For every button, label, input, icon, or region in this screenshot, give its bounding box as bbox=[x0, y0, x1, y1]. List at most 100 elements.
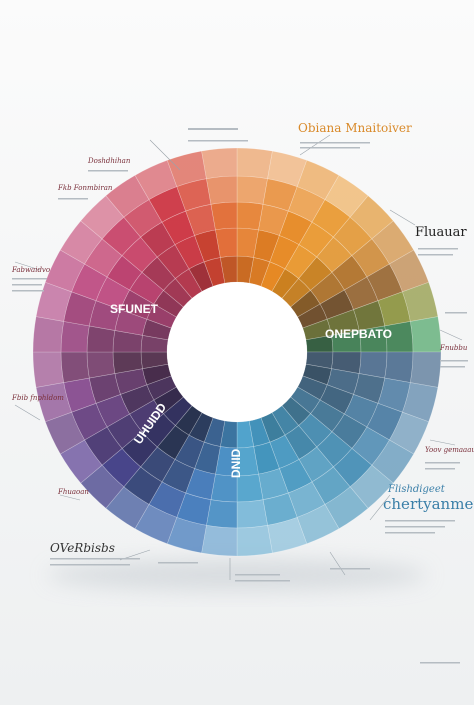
ring-segment bbox=[60, 321, 90, 353]
ring-segment bbox=[201, 147, 238, 180]
ring-segment bbox=[287, 186, 326, 223]
ring-segment bbox=[409, 316, 442, 353]
ring-segment bbox=[176, 178, 212, 212]
callout-heading: Fhuaoan bbox=[57, 488, 89, 496]
ring-segment bbox=[236, 499, 268, 529]
ring-segment bbox=[353, 373, 386, 404]
ring-segment bbox=[253, 229, 280, 263]
callout-heading: Doshdhihan bbox=[87, 157, 131, 165]
ring-segment bbox=[120, 289, 155, 320]
ring-segment bbox=[80, 195, 125, 240]
ring-segment bbox=[326, 368, 360, 395]
ring-segment bbox=[236, 175, 268, 205]
ring-segment bbox=[95, 276, 131, 310]
ring-segment bbox=[384, 351, 414, 383]
ring-segment bbox=[194, 441, 221, 475]
ring-segment bbox=[176, 492, 212, 526]
ring-segment bbox=[84, 238, 123, 278]
ring-segment bbox=[236, 201, 264, 231]
ring-segment bbox=[236, 524, 273, 557]
ring-segment bbox=[60, 351, 90, 383]
ring-segment bbox=[298, 446, 334, 483]
donut-hole bbox=[167, 282, 307, 422]
ring-segment bbox=[129, 399, 164, 433]
ring-segment bbox=[185, 468, 216, 501]
ring-segment bbox=[258, 468, 289, 501]
ring-segment bbox=[236, 147, 273, 180]
ring-segment bbox=[134, 504, 178, 545]
ring-segment bbox=[331, 413, 368, 449]
ring-segment bbox=[262, 178, 298, 212]
ring-segment bbox=[174, 235, 205, 270]
ring-segment bbox=[44, 249, 85, 293]
ring-segment bbox=[236, 227, 259, 258]
ring-segment bbox=[106, 413, 143, 449]
ring-segment bbox=[298, 221, 334, 258]
ring-segment bbox=[296, 504, 340, 545]
ring-segment bbox=[120, 384, 155, 415]
ring-segment bbox=[284, 425, 318, 460]
ring-segment bbox=[206, 175, 238, 205]
ring-segment bbox=[402, 281, 439, 322]
ring-segment bbox=[371, 220, 415, 265]
callout-heading: OVeRbisbs bbox=[50, 541, 115, 555]
ring-segment bbox=[358, 351, 388, 379]
ring-segment bbox=[86, 325, 116, 353]
ring-segment bbox=[88, 300, 121, 331]
callout-heading: Fnubbu bbox=[439, 344, 468, 352]
title: Obiana Mnaitoiver bbox=[298, 121, 412, 135]
ring-segment bbox=[324, 486, 369, 530]
ring-segment bbox=[351, 426, 390, 466]
leader-lines bbox=[14, 134, 463, 580]
ring-segment bbox=[105, 174, 150, 218]
ring-segment bbox=[185, 203, 216, 236]
ring-segment bbox=[353, 300, 386, 331]
ring-segment bbox=[106, 255, 143, 291]
ring-segment bbox=[201, 524, 238, 557]
ring-segment bbox=[298, 256, 333, 291]
ring-segment bbox=[32, 351, 65, 388]
ring-segment bbox=[148, 481, 187, 518]
ring-segment bbox=[88, 373, 121, 404]
ring-segment bbox=[71, 263, 108, 302]
ring-segment bbox=[174, 434, 205, 469]
ring-segment bbox=[166, 150, 207, 187]
callout-heading: chertyanmen bbox=[383, 495, 474, 513]
ring-segment bbox=[279, 210, 313, 246]
ring-segment bbox=[389, 411, 430, 455]
ring-segment bbox=[44, 411, 85, 455]
ring-segment bbox=[156, 244, 190, 279]
ring-segment bbox=[319, 384, 354, 415]
ring-segment bbox=[258, 203, 289, 236]
ring-segment bbox=[269, 434, 300, 469]
ring-segment bbox=[114, 309, 148, 336]
callout-heading: Fluauar bbox=[415, 225, 467, 240]
ring-segment bbox=[310, 271, 345, 305]
ring-segment bbox=[210, 473, 238, 503]
ring-segment bbox=[296, 159, 340, 200]
ring-segment bbox=[112, 330, 143, 353]
ring-label: DNID bbox=[229, 448, 243, 478]
ring-segment bbox=[267, 517, 308, 554]
callout-heading: Fabwaidvo bbox=[11, 266, 50, 274]
callout-heading: Fbib fnphldom bbox=[11, 394, 64, 402]
ring-segment bbox=[63, 291, 97, 327]
ring-segment bbox=[215, 446, 238, 477]
ring-segment bbox=[409, 351, 442, 388]
ring-segment bbox=[86, 351, 116, 379]
ring-segment bbox=[161, 458, 195, 494]
ring-segment bbox=[210, 201, 238, 231]
callout-heading: Flishdigeet bbox=[387, 484, 446, 495]
ring-segment bbox=[331, 255, 368, 291]
ring-segment bbox=[389, 249, 430, 293]
ring-segment bbox=[215, 227, 238, 258]
ring-label: SFUNET bbox=[110, 302, 159, 316]
callout-heading: Yoov gemaaaum bbox=[425, 446, 474, 454]
ring-segment bbox=[349, 464, 394, 509]
ring-segment bbox=[80, 464, 125, 509]
ring-label: ONEPBATO bbox=[325, 327, 392, 341]
ring-segment bbox=[319, 289, 354, 320]
